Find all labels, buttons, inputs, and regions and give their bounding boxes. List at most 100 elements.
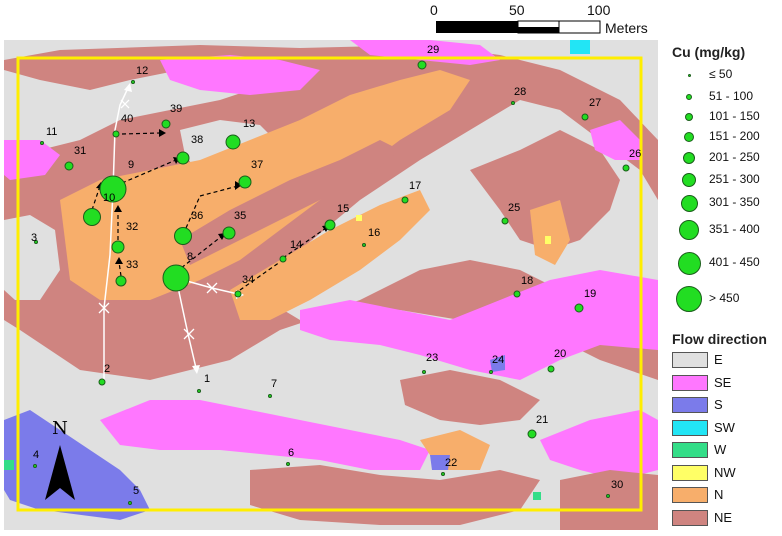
sample-label-38: 38	[191, 134, 203, 146]
sample-point-37	[238, 175, 252, 189]
sample-label-15: 15	[337, 203, 349, 215]
cu-legend-symbol-7	[679, 220, 699, 240]
flow-swatch-e	[672, 352, 708, 368]
cu-legend-label-1: 51 - 100	[709, 89, 754, 103]
cu-legend-label-0: ≤ 50	[709, 67, 733, 81]
cu-legend-label-4: 201 - 250	[709, 150, 760, 164]
sample-point-8	[162, 264, 190, 292]
sample-point-1	[197, 389, 201, 393]
sample-point-17	[401, 196, 409, 204]
north-arrow: N	[45, 418, 75, 500]
sample-label-27: 27	[589, 97, 601, 109]
sample-label-14: 14	[290, 239, 302, 251]
flow-crossings	[98, 99, 218, 340]
sample-point-6	[286, 462, 290, 466]
sample-point-20	[547, 365, 555, 373]
cu-legend-label-9: > 450	[709, 291, 740, 305]
sample-label-20: 20	[554, 348, 566, 360]
scale-tick-50: 50	[509, 2, 525, 18]
sample-label-21: 21	[536, 414, 548, 426]
flow-swatch-se	[672, 374, 708, 391]
sample-label-17: 17	[409, 180, 421, 192]
flow-direction-raster	[4, 40, 658, 530]
flow-swatch-n	[672, 487, 708, 503]
cu-legend-title: Cu (mg/kg)	[672, 44, 746, 60]
sample-label-34: 34	[242, 274, 254, 286]
dashed-arrows	[91, 132, 327, 291]
sample-point-4	[33, 464, 37, 468]
sample-point-7	[268, 394, 272, 398]
scale-tick-0: 0	[430, 2, 438, 18]
sample-label-12: 12	[136, 65, 148, 77]
sample-point-13	[225, 134, 241, 150]
sample-label-2: 2	[104, 363, 110, 375]
sample-point-34	[234, 290, 242, 298]
sample-label-19: 19	[584, 288, 596, 300]
sample-point-15	[324, 219, 336, 231]
sample-label-31: 31	[74, 145, 86, 157]
sample-label-36: 36	[191, 210, 203, 222]
flow-legend-title: Flow direction	[672, 331, 767, 347]
sample-point-18	[513, 290, 521, 298]
flow-label-sw: SW	[714, 419, 735, 435]
sample-label-5: 5	[133, 485, 139, 497]
cu-legend-label-6: 301 - 350	[709, 195, 760, 209]
flow-label-se: SE	[714, 374, 732, 390]
sample-point-5	[128, 501, 132, 505]
sample-label-11: 11	[46, 126, 57, 138]
cu-legend-symbol-3	[684, 132, 694, 142]
sample-point-39	[161, 119, 171, 129]
sample-label-40: 40	[121, 113, 133, 125]
cu-legend-symbol-0	[687, 73, 691, 77]
flow-label-w: W	[714, 442, 727, 457]
sample-point-23	[422, 370, 426, 374]
sample-point-11	[40, 141, 44, 145]
sample-label-22: 22	[445, 457, 457, 469]
sample-point-16	[362, 243, 366, 247]
sample-label-23: 23	[426, 352, 438, 364]
sample-point-3	[34, 240, 38, 244]
sample-point-26	[622, 164, 630, 172]
cu-legend-symbol-2	[685, 113, 693, 121]
sample-point-9	[99, 175, 127, 203]
sample-label-24: 24	[492, 354, 504, 366]
flow-label-e: E	[714, 352, 723, 367]
sample-point-28	[511, 101, 515, 105]
sample-label-3: 3	[31, 232, 37, 244]
sample-label-28: 28	[514, 86, 526, 98]
sample-point-24	[489, 370, 493, 374]
sample-point-40	[112, 130, 120, 138]
cu-legend-symbol-1	[686, 94, 692, 100]
sample-point-32	[111, 240, 125, 254]
flow-swatch-w	[672, 442, 708, 458]
scale-unit: Meters	[605, 20, 648, 36]
sample-point-35	[222, 226, 236, 240]
cu-legend-label-2: 101 - 150	[709, 109, 760, 123]
sample-label-35: 35	[234, 210, 246, 222]
sample-label-33: 33	[126, 259, 138, 271]
cu-legend-symbol-5	[682, 173, 696, 187]
sample-point-36	[174, 227, 192, 245]
sample-point-31	[64, 161, 74, 171]
cu-legend-label-3: 151 - 200	[709, 129, 760, 143]
sample-point-10	[83, 208, 101, 226]
study-area-boundary	[16, 56, 643, 512]
scale-tick-100: 100	[587, 2, 611, 18]
sample-point-22	[441, 472, 445, 476]
sample-point-30	[606, 494, 610, 498]
sample-point-2	[98, 378, 106, 386]
flow-label-n: N	[714, 487, 724, 502]
sample-label-16: 16	[368, 227, 380, 239]
sample-label-25: 25	[508, 202, 520, 214]
sample-label-39: 39	[170, 103, 182, 115]
sample-label-10: 10	[103, 192, 115, 204]
cu-legend-symbol-6	[680, 194, 698, 212]
sample-label-13: 13	[243, 118, 255, 130]
sample-point-21	[527, 429, 537, 439]
sample-label-8: 8	[187, 251, 193, 263]
north-arrow-label: N	[52, 418, 68, 439]
flow-swatch-sw	[672, 419, 708, 436]
flow-swatch-s	[672, 397, 708, 413]
